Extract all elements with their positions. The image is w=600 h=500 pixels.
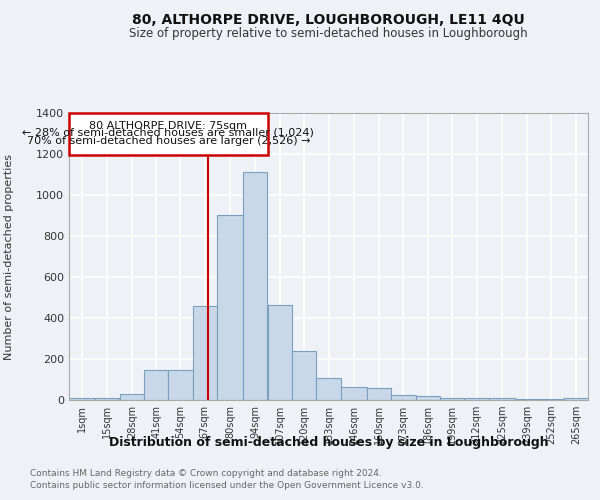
Text: ← 28% of semi-detached houses are smaller (1,024): ← 28% of semi-detached houses are smalle…	[22, 128, 314, 138]
Bar	[244, 172, 268, 400]
Bar	[69, 398, 95, 400]
Bar	[489, 398, 515, 400]
Text: Number of semi-detached properties: Number of semi-detached properties	[4, 154, 14, 360]
Bar	[416, 396, 440, 400]
Bar	[515, 399, 539, 400]
Text: 80 ALTHORPE DRIVE: 75sqm: 80 ALTHORPE DRIVE: 75sqm	[89, 120, 247, 130]
Text: Size of property relative to semi-detached houses in Loughborough: Size of property relative to semi-detach…	[130, 28, 528, 40]
FancyBboxPatch shape	[69, 112, 268, 154]
Text: Contains public sector information licensed under the Open Government Licence v3: Contains public sector information licen…	[30, 481, 424, 490]
Text: 70% of semi-detached houses are larger (2,526) →: 70% of semi-detached houses are larger (…	[26, 136, 310, 146]
Text: Distribution of semi-detached houses by size in Loughborough: Distribution of semi-detached houses by …	[109, 436, 548, 449]
Bar	[539, 399, 563, 400]
Text: Contains HM Land Registry data © Crown copyright and database right 2024.: Contains HM Land Registry data © Crown c…	[30, 469, 382, 478]
Bar	[169, 370, 193, 400]
Bar	[217, 215, 243, 400]
Bar	[120, 394, 144, 400]
Bar	[464, 398, 488, 400]
Bar	[564, 398, 588, 400]
Bar	[144, 370, 168, 400]
Bar	[341, 386, 367, 400]
Bar	[440, 398, 464, 400]
Bar	[367, 388, 391, 400]
Bar	[292, 350, 316, 400]
Bar	[95, 398, 119, 400]
Bar	[193, 306, 217, 400]
Bar	[316, 378, 341, 400]
Text: 80, ALTHORPE DRIVE, LOUGHBOROUGH, LE11 4QU: 80, ALTHORPE DRIVE, LOUGHBOROUGH, LE11 4…	[133, 12, 525, 26]
Bar	[268, 304, 292, 400]
Bar	[391, 395, 416, 400]
